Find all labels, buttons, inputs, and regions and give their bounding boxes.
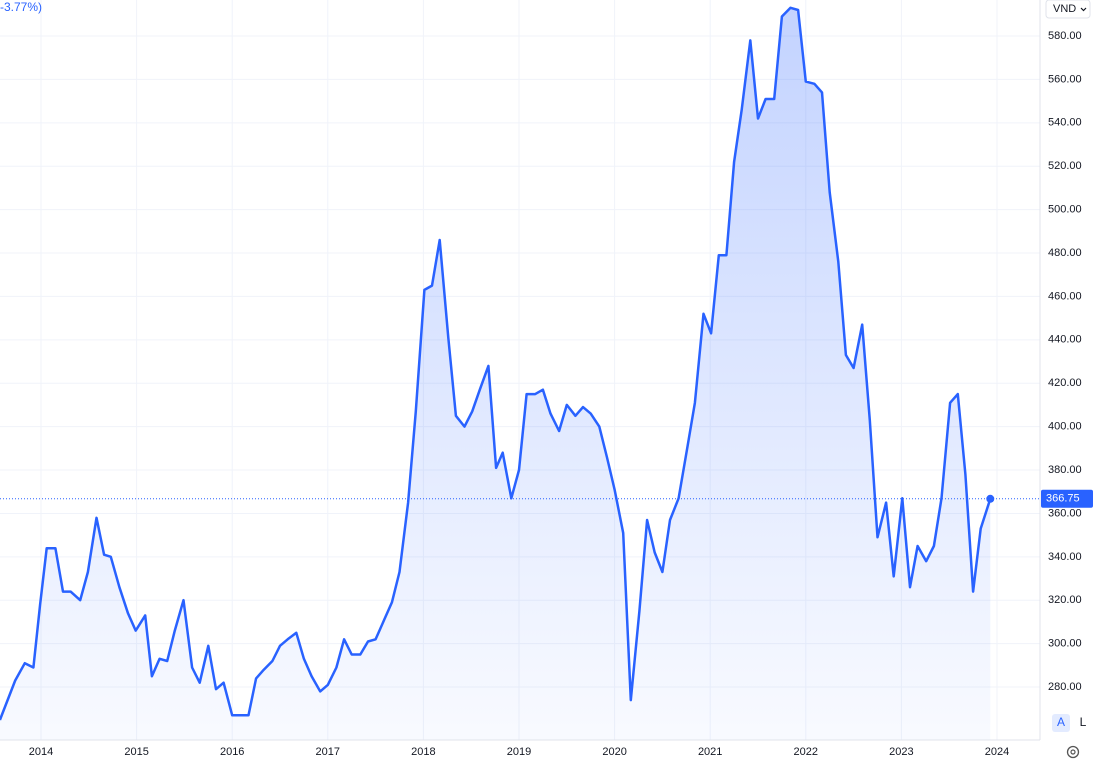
area-fill bbox=[0, 7, 991, 740]
y-tick-label: 420.00 bbox=[1048, 377, 1082, 389]
y-tick-label: 400.00 bbox=[1048, 421, 1082, 433]
last-price-box bbox=[1041, 489, 1093, 508]
y-tick-label: 460.00 bbox=[1048, 290, 1082, 302]
y-tick-label: 560.00 bbox=[1048, 73, 1082, 85]
currency-box[interactable] bbox=[1045, 0, 1091, 19]
settings-icon[interactable] bbox=[1066, 745, 1080, 759]
last-point bbox=[986, 494, 995, 503]
y-tick-label: 380.00 bbox=[1048, 464, 1082, 476]
x-tick-label: 2021 bbox=[698, 746, 722, 758]
chevron[interactable] bbox=[1080, 7, 1087, 12]
price-line bbox=[0, 6, 992, 721]
axes: 280.00 300.00 320.00 340.00 360.00 380.00 400.… bbox=[29, 30, 1093, 758]
last-price-label: 366.75 bbox=[1046, 493, 1080, 505]
gear-outer[interactable] bbox=[1066, 745, 1080, 759]
x-tick-label: 2022 bbox=[794, 746, 818, 758]
y-tick-label: 300.00 bbox=[1048, 638, 1082, 650]
y-tick-label: 540.00 bbox=[1048, 117, 1082, 129]
x-tick-label: 2017 bbox=[316, 746, 340, 758]
y-tick-label: 520.00 bbox=[1048, 160, 1082, 172]
y-tick-label: 500.00 bbox=[1048, 204, 1082, 216]
x-tick-label: 2019 bbox=[507, 746, 531, 758]
y-tick-label: 480.00 bbox=[1048, 247, 1082, 259]
y-tick-label: 580.00 bbox=[1048, 30, 1082, 42]
currency-label[interactable]: VND bbox=[1053, 3, 1076, 15]
x-tick-label: 2015 bbox=[124, 746, 148, 758]
x-tick-label: 2018 bbox=[411, 746, 435, 758]
y-tick-label: 340.00 bbox=[1048, 551, 1082, 563]
auto-scale-button[interactable] bbox=[1052, 714, 1070, 732]
gear-inner[interactable] bbox=[1070, 749, 1076, 755]
x-tick-label: 2023 bbox=[889, 746, 913, 758]
y-tick-label: 440.00 bbox=[1048, 334, 1082, 346]
currency-button[interactable]: VND bbox=[1045, 0, 1091, 19]
y-tick-label: 360.00 bbox=[1048, 507, 1082, 519]
plot bbox=[0, 6, 1040, 740]
y-tick-label: 320.00 bbox=[1048, 594, 1082, 606]
x-tick-label: 2016 bbox=[220, 746, 244, 758]
x-tick-label: 2020 bbox=[602, 746, 626, 758]
change-label: -3.77%) bbox=[0, 0, 42, 14]
y-tick-label: 280.00 bbox=[1048, 681, 1082, 693]
log-scale-label[interactable]: L bbox=[1080, 715, 1087, 729]
auto-scale-label[interactable]: A bbox=[1057, 715, 1065, 729]
x-tick-label: 2024 bbox=[985, 746, 1009, 758]
x-tick-label: 2014 bbox=[29, 746, 53, 758]
